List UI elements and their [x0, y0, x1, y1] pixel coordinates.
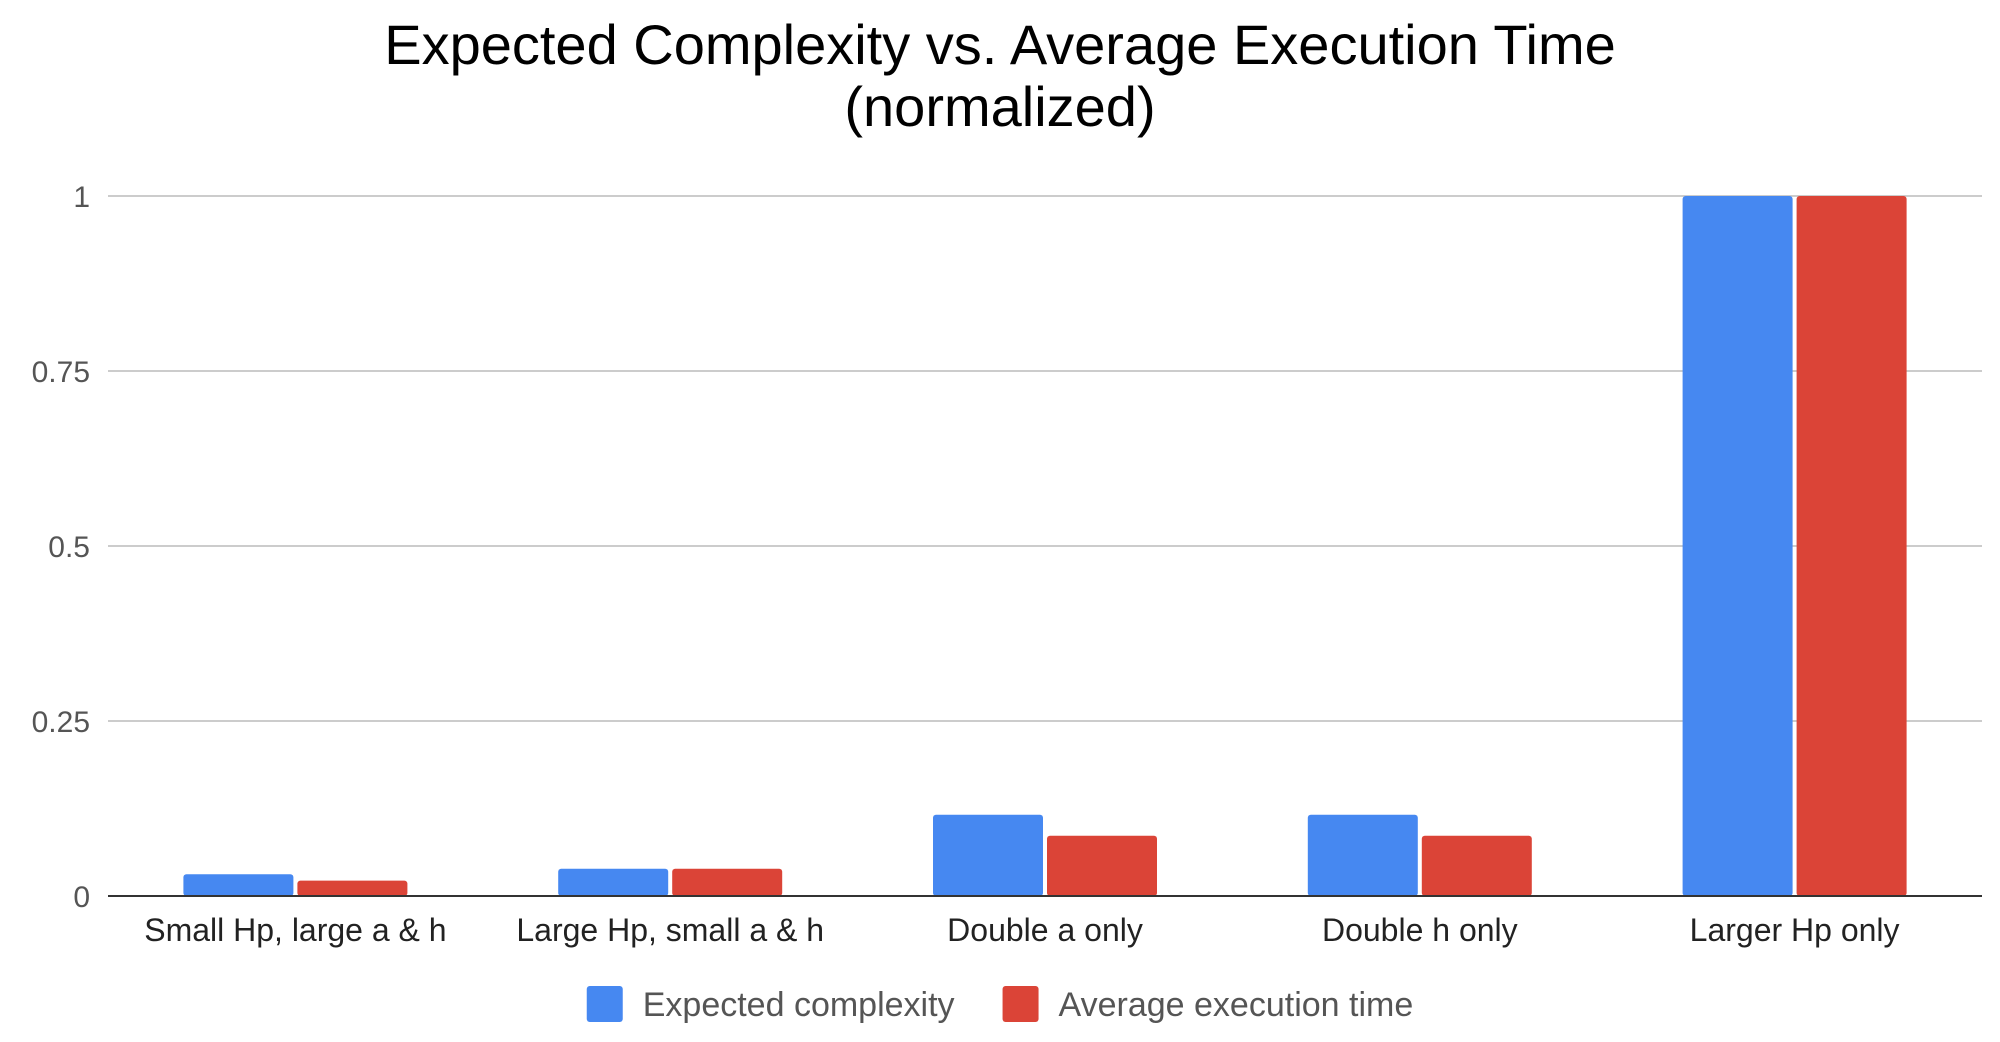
- y-axis-ticks: 0 0.25 0.5 0.75 1: [32, 181, 90, 914]
- y-tick-label: 0.5: [48, 531, 90, 564]
- chart-title-line-1: Expected Complexity vs. Average Executio…: [384, 13, 1616, 76]
- x-category-label: Double a only: [947, 912, 1143, 948]
- bars: [183, 196, 1907, 896]
- x-axis-categories: Small Hp, large a & h Large Hp, small a &…: [144, 912, 1899, 948]
- y-tick-label: 0.25: [32, 706, 90, 739]
- bar-average-execution-time: [1796, 196, 1907, 896]
- bar-average-execution-time: [1047, 835, 1157, 896]
- bar-expected-complexity: [183, 874, 294, 896]
- gridlines: [108, 195, 1982, 722]
- legend-label: Average execution time: [1059, 986, 1414, 1024]
- bar-expected-complexity: [1307, 814, 1418, 896]
- bar-average-execution-time: [672, 868, 783, 896]
- bar-expected-complexity: [933, 814, 1043, 896]
- bar-expected-complexity: [558, 868, 669, 896]
- legend-swatch: [586, 986, 623, 1022]
- legend-label: Expected complexity: [643, 986, 955, 1024]
- x-category-label: Small Hp, large a & h: [144, 912, 446, 948]
- y-tick-label: 0.75: [32, 356, 90, 389]
- x-category-label: Larger Hp only: [1690, 912, 1900, 948]
- bar-average-execution-time: [1421, 835, 1532, 896]
- bar-expected-complexity: [1682, 196, 1793, 896]
- legend-swatch: [1002, 986, 1039, 1022]
- chart-title-line-2: (normalized): [844, 75, 1156, 138]
- y-tick-label: 1: [73, 181, 90, 214]
- legend-item: Average execution time: [1002, 986, 1414, 1024]
- legend: Expected complexity Average execution tim…: [586, 986, 1414, 1024]
- legend-item: Expected complexity: [586, 986, 955, 1024]
- y-tick-label: 0: [73, 881, 90, 914]
- x-category-label: Double h only: [1322, 912, 1518, 948]
- chart-title: Expected Complexity vs. Average Executio…: [0, 14, 2000, 138]
- bar-average-execution-time: [297, 880, 408, 896]
- x-category-label: Large Hp, small a & h: [516, 912, 824, 948]
